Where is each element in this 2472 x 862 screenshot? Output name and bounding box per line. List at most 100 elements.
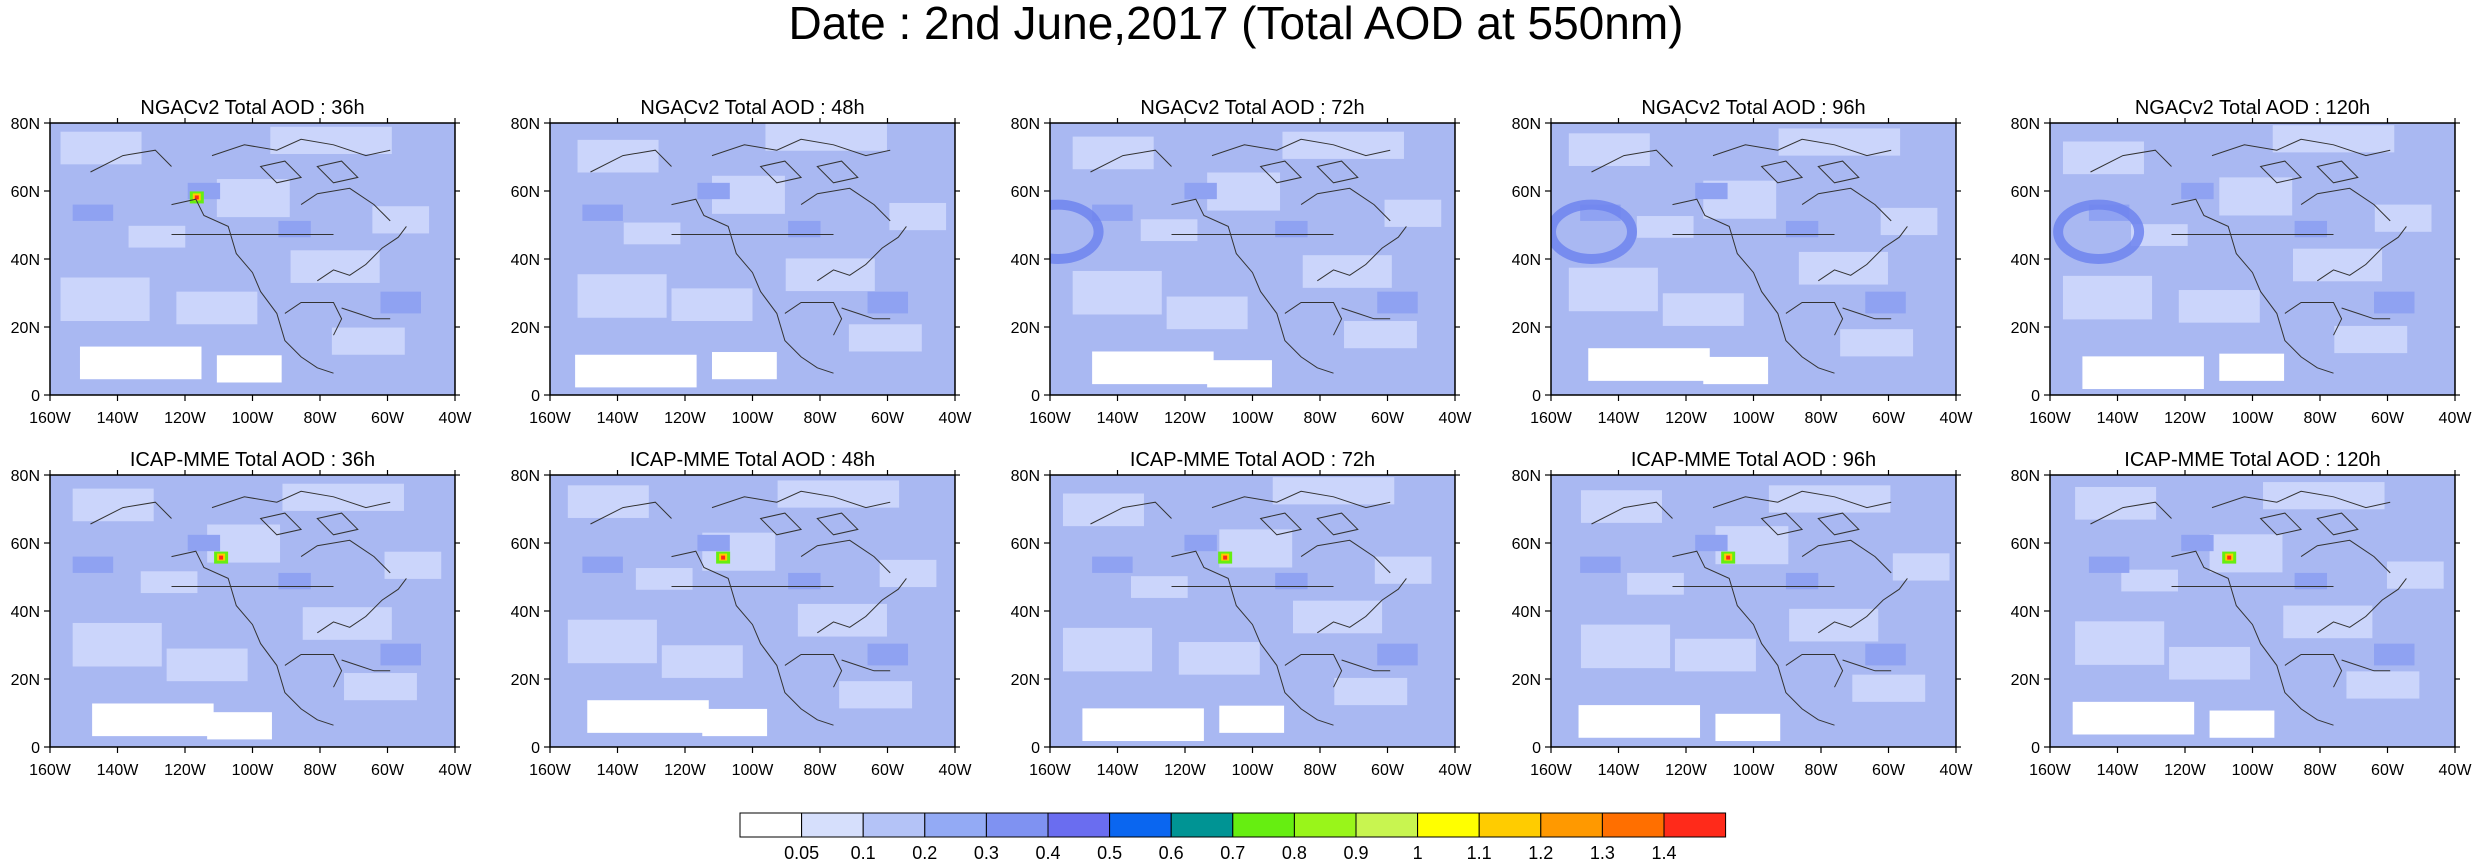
coastline xyxy=(2284,654,2343,688)
aod-patch xyxy=(2062,275,2153,320)
aod-patch xyxy=(785,258,875,292)
aod-patch xyxy=(278,220,311,238)
coastline xyxy=(1712,138,1892,157)
aod-patch xyxy=(2088,556,2130,573)
aod-patch xyxy=(1588,348,1710,381)
coastline xyxy=(1259,512,1303,536)
aod-patch xyxy=(1715,713,1781,742)
aod-patch xyxy=(1184,182,1217,200)
lat-tick-label: 20N xyxy=(11,672,40,689)
lon-tick-label: 120W xyxy=(664,410,707,427)
coastline xyxy=(784,654,843,688)
aod-patch xyxy=(1092,556,1133,573)
colorbar-label: 0.2 xyxy=(912,843,937,862)
lat-tick-label: 20N xyxy=(2011,672,2040,689)
aod-patch xyxy=(1568,133,1650,166)
coastline xyxy=(671,550,834,726)
aod-hotspot xyxy=(1726,555,1731,560)
panel-title: NGACv2 Total AOD : 72h xyxy=(1140,97,1364,119)
colorbar-label: 1.4 xyxy=(1651,843,1676,862)
lon-tick-label: 140W xyxy=(1097,410,1140,427)
lat-tick-label: 20N xyxy=(511,320,540,337)
lon-tick-label: 60W xyxy=(1371,762,1405,779)
lon-tick-label: 160W xyxy=(2029,762,2072,779)
coastline xyxy=(2284,302,2343,336)
colorbar-box xyxy=(1109,812,1172,838)
colorbar-box xyxy=(924,812,987,838)
lon-tick-label: 40W xyxy=(1940,410,1974,427)
aod-patch xyxy=(1865,643,1906,666)
aod-patch xyxy=(140,571,198,594)
aod-patch xyxy=(2209,534,2283,573)
aod-field xyxy=(50,123,455,395)
coastline xyxy=(817,226,907,282)
map-panel: NGACv2 Total AOD : 72h 160W 140W 120W 100W 80… xyxy=(1011,97,1473,427)
lon-tick-label: 80W xyxy=(804,762,838,779)
aod-patch xyxy=(1768,485,1891,513)
coastline xyxy=(1591,501,1673,525)
colorbar-label: 0.6 xyxy=(1159,843,1184,862)
coastline xyxy=(1842,659,1892,672)
aod-hotspot xyxy=(1223,555,1228,560)
aod-colorbar: 0.05 0.1 0.2 0.3 0.4 0.5 0.6 0.7 0.8 0.9 1 1.1 1.2 1.… xyxy=(739,812,1727,862)
aod-patch xyxy=(2219,353,2285,381)
lon-tick-label: 80W xyxy=(2304,410,2338,427)
lon-tick-label: 140W xyxy=(1598,410,1641,427)
lon-tick-label: 60W xyxy=(1872,410,1906,427)
coastline xyxy=(2316,512,2359,536)
lat-tick-label: 20N xyxy=(511,672,540,689)
lon-tick-label: 60W xyxy=(871,410,905,427)
aod-patch xyxy=(2374,204,2432,232)
aod-patch xyxy=(575,354,697,388)
colorbar-box xyxy=(1232,812,1295,838)
lat-tick-label: 80N xyxy=(2011,468,2040,485)
coastline xyxy=(1760,160,1804,184)
coastline xyxy=(1300,187,1391,222)
coastline xyxy=(1817,160,1860,184)
aod-patch xyxy=(1580,490,1662,523)
coastline xyxy=(317,578,407,634)
map-panel: ICAP-MME Total AOD : 96h 160W 140W 120W 100W… xyxy=(1512,449,1974,779)
coastline xyxy=(300,539,391,574)
coastline xyxy=(1842,307,1892,320)
aod-patch xyxy=(216,179,290,218)
coastline xyxy=(2341,659,2391,672)
lon-tick-label: 100W xyxy=(1733,762,1776,779)
aod-patch xyxy=(2294,572,2328,590)
coastline xyxy=(590,501,672,525)
coastline xyxy=(284,654,343,688)
coastline xyxy=(816,512,859,536)
aod-patch xyxy=(2374,643,2415,666)
coastline xyxy=(1284,654,1343,688)
aod-patch xyxy=(2075,486,2157,520)
panel-title: ICAP-MME Total AOD : 120h xyxy=(2124,449,2380,471)
lat-tick-label: 20N xyxy=(1011,320,1040,337)
coastline xyxy=(816,160,859,184)
aod-patch xyxy=(582,204,623,221)
coastline xyxy=(671,198,834,374)
coastline xyxy=(1712,490,1892,509)
lon-tick-label: 100W xyxy=(232,410,275,427)
aod-patch xyxy=(1140,219,1198,242)
colorbar-box xyxy=(985,812,1049,838)
coastline xyxy=(1316,160,1359,184)
aod-patch xyxy=(1627,572,1684,595)
aod-field xyxy=(1050,123,1455,395)
aod-patch xyxy=(72,622,162,667)
aod-patch xyxy=(1662,293,1744,326)
aod-field xyxy=(550,123,955,395)
lat-tick-label: 40N xyxy=(511,252,540,269)
lon-tick-label: 140W xyxy=(2097,762,2140,779)
lat-tick-label: 60N xyxy=(2011,184,2040,201)
aod-patch xyxy=(702,708,768,737)
aod-patch xyxy=(2374,291,2415,314)
aod-patch xyxy=(567,619,657,664)
panel-title: NGACv2 Total AOD : 96h xyxy=(1641,97,1865,119)
aod-hotspot xyxy=(2227,555,2232,560)
aod-patch xyxy=(1184,534,1217,552)
aod-patch xyxy=(1302,255,1392,288)
panel-title: ICAP-MME Total AOD : 96h xyxy=(1631,449,1876,471)
lat-tick-label: 20N xyxy=(2011,320,2040,337)
coastline xyxy=(2090,149,2172,173)
lon-tick-label: 140W xyxy=(597,762,640,779)
